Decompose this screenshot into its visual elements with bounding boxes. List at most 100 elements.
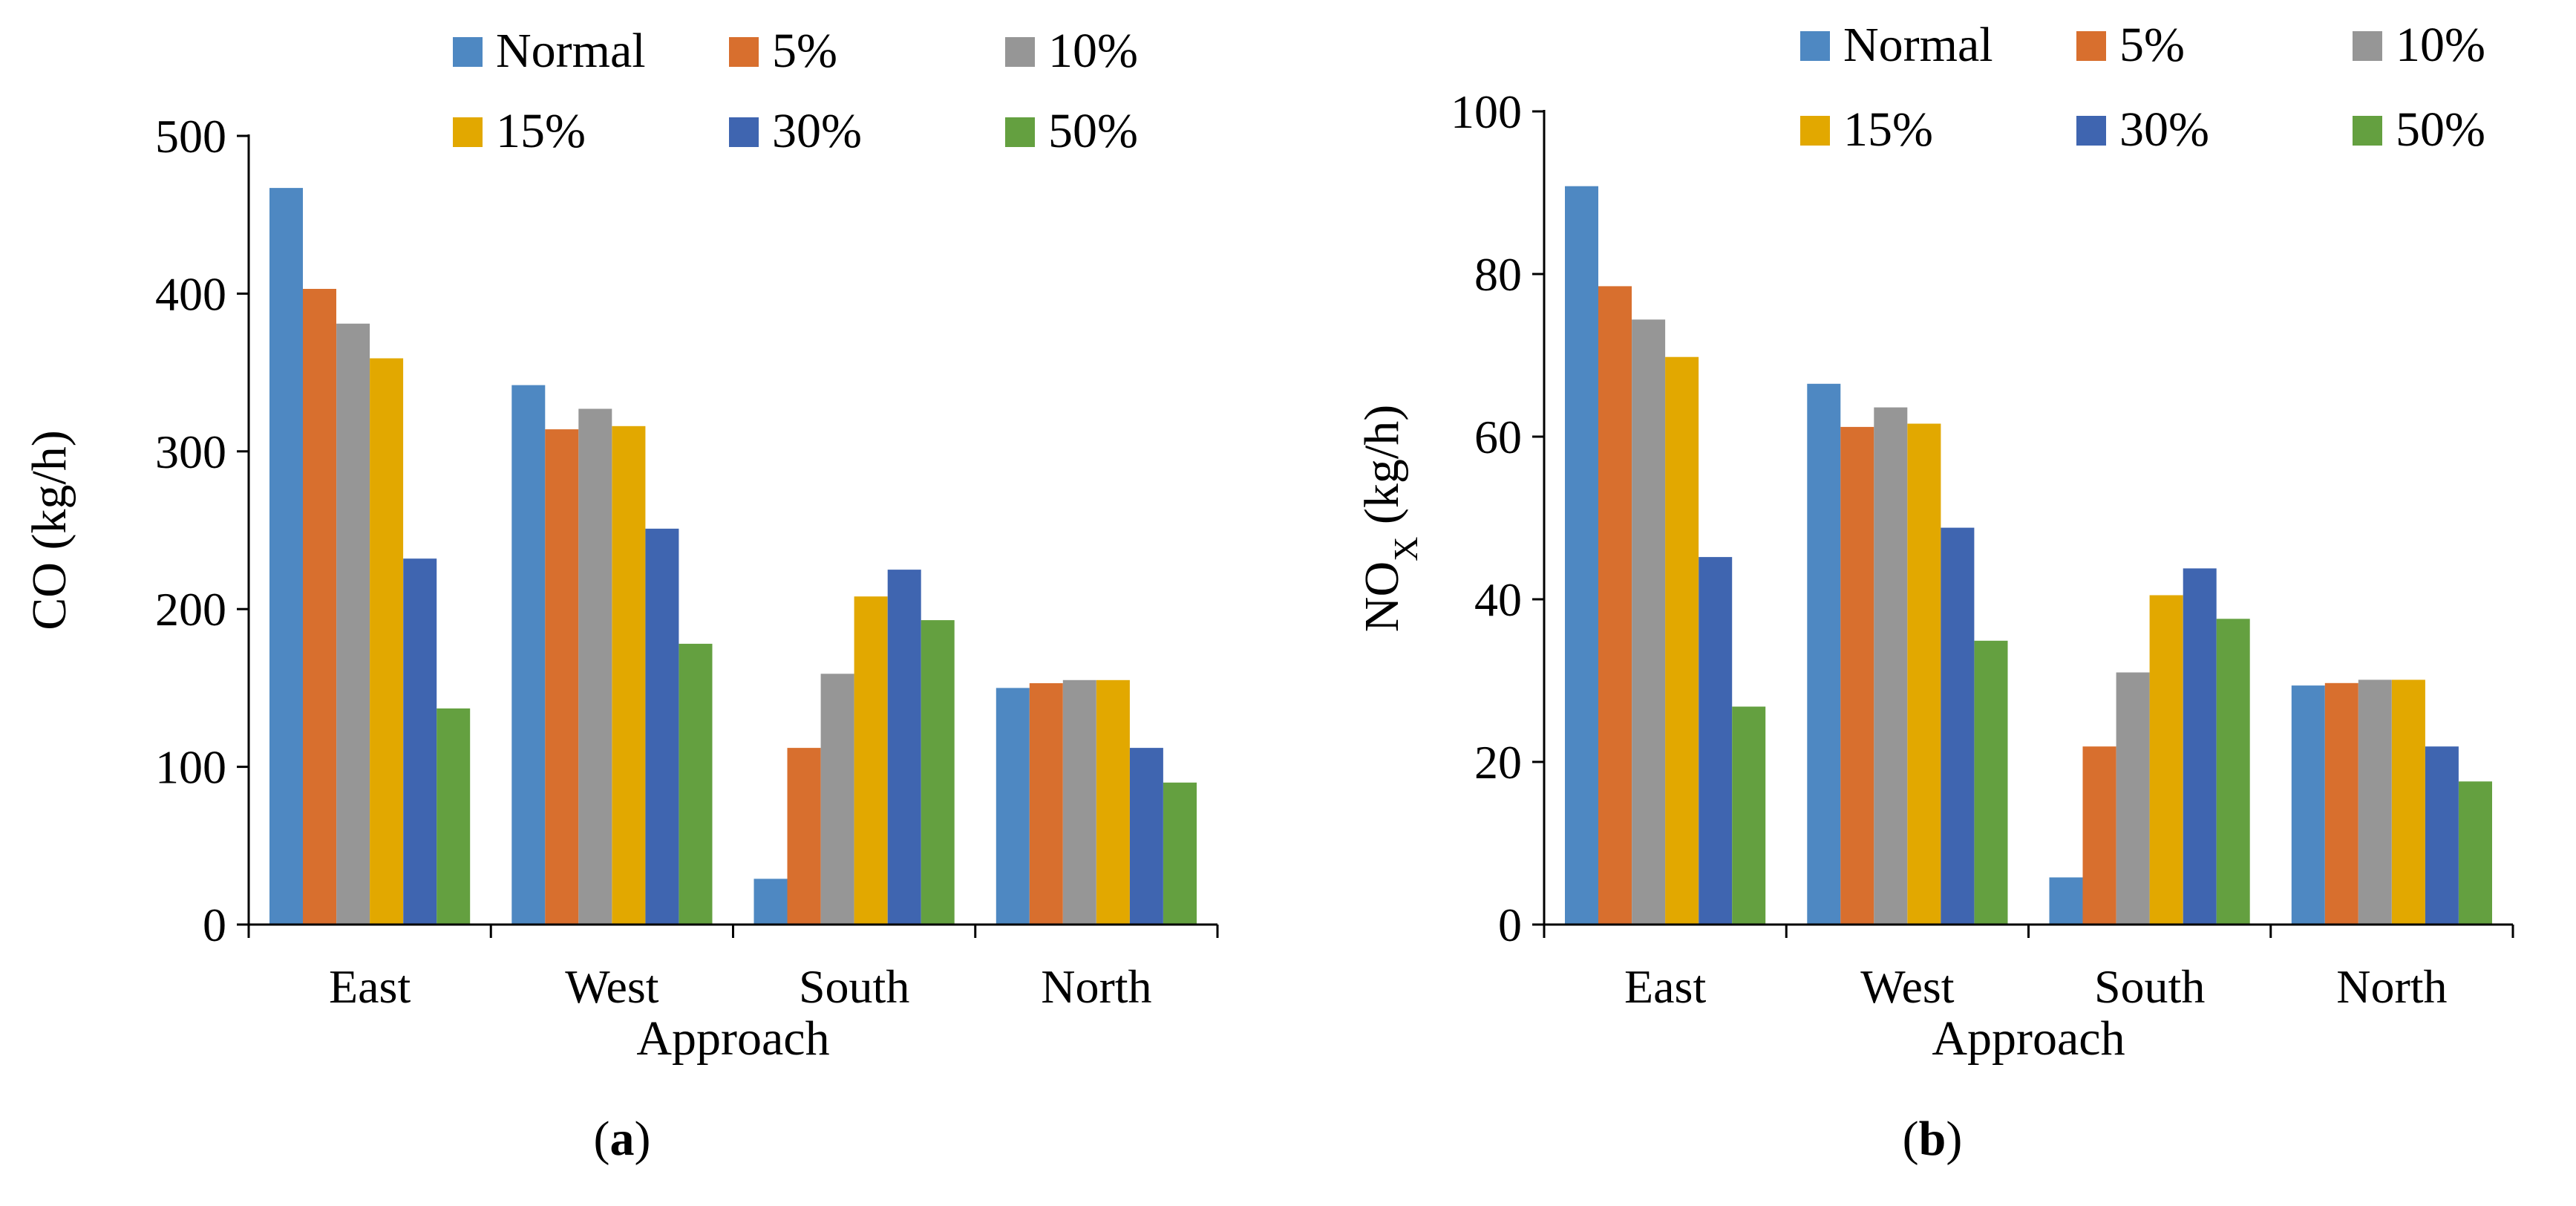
bar-east-series-1 (303, 289, 336, 925)
y-tick-label: 20 (1474, 736, 1522, 789)
y-tick-label: 500 (155, 110, 226, 163)
x-category-label: West (1860, 960, 1955, 1013)
bar-north-series-1 (1030, 683, 1063, 925)
y-tick-label: 0 (1498, 899, 1522, 951)
legend-swatch (1800, 31, 1830, 61)
y-tick-label: 100 (155, 741, 226, 794)
bar-north-series-2 (1063, 680, 1096, 925)
legend-label: 15% (496, 104, 586, 158)
bar-north-series-2 (2358, 679, 2392, 925)
chart-panel-a: 0 100 200 300 400 500 East West South North Approa… (22, 24, 1217, 1166)
bar-east-series-5 (1732, 707, 1765, 925)
bar-north-series-1 (2325, 683, 2358, 925)
bar-north-series-3 (2392, 679, 2425, 925)
legend-swatch (1005, 37, 1035, 67)
x-category-label: East (329, 960, 411, 1013)
bar-south-series-5 (921, 620, 955, 925)
bar-south-series-1 (2083, 746, 2116, 925)
bar-east-series-4 (403, 558, 437, 925)
y-tick-label: 0 (203, 899, 226, 951)
x-category-label: West (565, 960, 659, 1013)
bar-south-series-0 (754, 879, 788, 925)
chart-panel-b: 0 20 40 60 80 100 East West South North Approach NO… (1355, 18, 2513, 1166)
bar-north-series-3 (1096, 680, 1130, 925)
bar-south-series-2 (821, 674, 854, 925)
bar-east-series-3 (1665, 357, 1699, 925)
legend-swatch (453, 117, 483, 147)
bar-west-series-0 (1807, 384, 1840, 925)
y-tick-label: 100 (1451, 85, 1522, 138)
bar-south-series-4 (888, 570, 921, 925)
bar-west-series-5 (679, 644, 713, 925)
legend-swatch (1800, 116, 1830, 146)
bar-east-series-3 (370, 359, 403, 925)
x-category-label: South (2094, 960, 2205, 1013)
y-tick-label: 300 (155, 426, 226, 478)
bar-west-series-2 (1874, 408, 1907, 925)
bar-east-series-4 (1699, 557, 1732, 925)
legend-swatch (2076, 31, 2106, 61)
x-category-label: North (2336, 960, 2447, 1013)
y-tick-label: 60 (1474, 411, 1522, 463)
bar-south-series-0 (2050, 878, 2083, 925)
legend-label: 10% (2396, 18, 2485, 72)
bar-south-series-5 (2217, 619, 2250, 925)
legend-label: 5% (772, 24, 837, 78)
x-axis-title: Approach (1932, 1011, 2125, 1066)
legend-swatch (453, 37, 483, 67)
bar-east-series-1 (1598, 286, 1632, 925)
x-category-label: East (1624, 960, 1706, 1013)
bar-east-series-0 (1565, 186, 1598, 925)
legend-label: Normal (496, 24, 646, 78)
bar-west-series-1 (545, 429, 578, 925)
bar-north-series-0 (2292, 685, 2325, 925)
bar-west-series-3 (1907, 424, 1941, 925)
bar-west-series-5 (1975, 641, 2008, 925)
y-axis-title: NOX (kg/h) (1355, 405, 1425, 632)
x-axis-title: Approach (636, 1011, 829, 1066)
legend-label: 30% (772, 104, 862, 158)
bar-west-series-2 (578, 409, 612, 925)
bar-north-series-0 (996, 688, 1030, 925)
bar-east-series-5 (437, 708, 470, 925)
bar-north-series-4 (2425, 746, 2459, 925)
legend-label: 50% (2396, 102, 2485, 157)
x-category-label: South (799, 960, 909, 1013)
y-tick-label: 80 (1474, 248, 1522, 301)
bar-west-series-1 (1840, 427, 1874, 925)
bar-south-series-3 (2150, 596, 2183, 925)
legend-label: 50% (1048, 104, 1138, 158)
panel-label: (b) (1903, 1112, 1963, 1166)
bar-east-series-0 (269, 188, 303, 925)
bar-south-series-4 (2183, 568, 2217, 925)
legend-label: 30% (2119, 102, 2209, 157)
y-tick-label: 200 (155, 583, 226, 636)
bar-east-series-2 (1632, 319, 1665, 925)
y-axis-title: CO (kg/h) (22, 430, 76, 630)
panel-label: (a) (594, 1112, 651, 1166)
legend-swatch (2076, 116, 2106, 146)
x-category-label: North (1041, 960, 1151, 1013)
bar-west-series-4 (1941, 528, 1974, 925)
bar-north-series-5 (1163, 783, 1197, 925)
legend-label: 15% (1843, 102, 1933, 157)
legend-label: 10% (1048, 24, 1138, 78)
figure: 0100200300400500East West South NorthApproa… (0, 0, 2576, 1206)
bar-east-series-2 (336, 324, 370, 925)
legend-label: Normal (1843, 18, 1993, 72)
legend-label: 5% (2119, 18, 2185, 72)
bar-north-series-4 (1130, 748, 1163, 925)
bar-west-series-4 (645, 529, 679, 925)
bar-south-series-3 (854, 596, 888, 925)
bar-west-series-3 (612, 426, 645, 925)
bar-south-series-2 (2116, 673, 2150, 925)
legend-swatch (729, 37, 759, 67)
legend-swatch (729, 117, 759, 147)
bar-west-series-0 (511, 385, 545, 925)
legend-swatch (1005, 117, 1035, 147)
legend-swatch (2353, 31, 2382, 61)
y-tick-label: 40 (1474, 573, 1522, 626)
bar-south-series-1 (788, 748, 821, 925)
legend-swatch (2353, 116, 2382, 146)
bar-north-series-5 (2459, 781, 2492, 925)
